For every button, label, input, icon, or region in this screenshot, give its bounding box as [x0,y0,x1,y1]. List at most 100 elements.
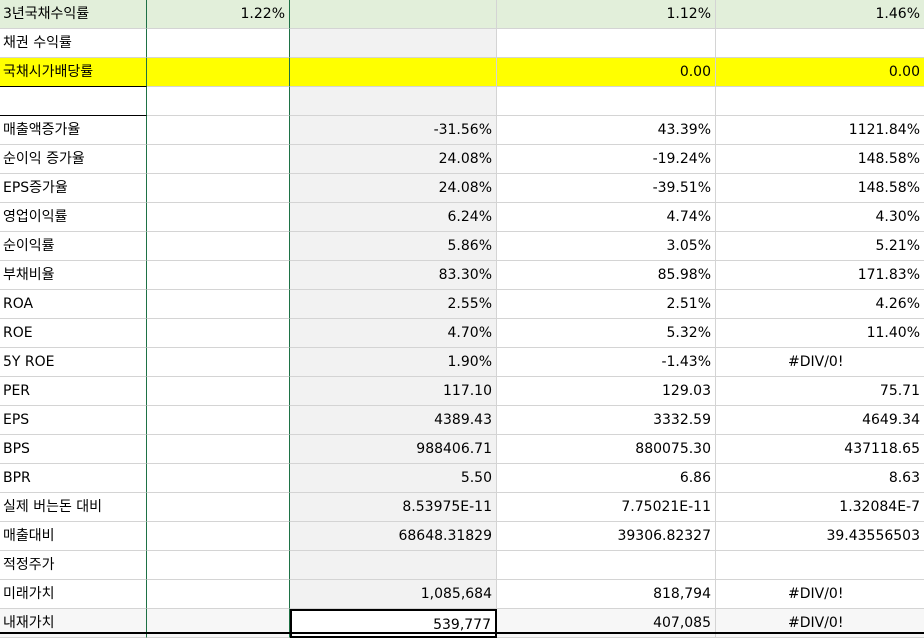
value-cell[interactable]: -19.24% [497,145,716,174]
value-cell[interactable]: 1.12% [497,0,716,29]
value-cell[interactable]: -31.56% [290,116,497,145]
value-cell[interactable] [147,145,290,174]
value-cell[interactable] [147,174,290,203]
value-cell[interactable]: 818,794 [497,580,716,609]
row-label-cell[interactable]: BPR [0,464,147,493]
value-cell[interactable]: 5.86% [290,232,497,261]
value-cell[interactable] [147,551,290,580]
value-cell[interactable]: 1.46% [716,0,924,29]
row-label-cell[interactable]: EPS [0,406,147,435]
value-cell[interactable]: 2.51% [497,290,716,319]
value-cell[interactable]: 0.00 [716,58,924,87]
value-cell[interactable]: 5.21% [716,232,924,261]
value-cell[interactable] [716,87,924,116]
value-cell[interactable] [147,261,290,290]
value-cell[interactable] [147,29,290,58]
row-label-cell[interactable]: 실제 버는돈 대비 [0,493,147,522]
row-label-cell[interactable]: 영업이익률 [0,203,147,232]
value-cell[interactable]: 3332.59 [497,406,716,435]
row-label-cell[interactable]: PER [0,377,147,406]
value-cell[interactable] [497,87,716,116]
value-cell[interactable]: 4389.43 [290,406,497,435]
value-cell[interactable] [147,406,290,435]
value-cell[interactable] [497,551,716,580]
value-cell[interactable]: 43.39% [497,116,716,145]
row-label-cell[interactable]: 미래가치 [0,580,147,609]
value-cell[interactable]: 988406.71 [290,435,497,464]
row-label-cell[interactable]: 국채시가배당률 [0,58,147,87]
value-cell[interactable] [290,58,497,87]
value-cell[interactable]: 0.00 [497,58,716,87]
row-label-cell[interactable]: 매출액증가율 [0,116,147,145]
value-cell[interactable] [147,348,290,377]
value-cell[interactable]: -39.51% [497,174,716,203]
value-cell[interactable]: 83.30% [290,261,497,290]
value-cell[interactable]: 148.58% [716,174,924,203]
row-label-cell[interactable]: 부채비율 [0,261,147,290]
value-cell[interactable]: 8.53975E-11 [290,493,497,522]
row-label-cell[interactable]: ROE [0,319,147,348]
value-cell[interactable]: 1.22% [147,0,290,29]
value-cell[interactable] [147,116,290,145]
value-cell[interactable] [147,232,290,261]
value-cell[interactable]: 2.55% [290,290,497,319]
value-cell[interactable]: 85.98% [497,261,716,290]
value-cell[interactable] [497,29,716,58]
value-cell[interactable] [147,464,290,493]
row-label-cell[interactable]: 적정주가 [0,551,147,580]
value-cell[interactable]: 24.08% [290,145,497,174]
value-cell[interactable]: 1.32084E-7 [716,493,924,522]
value-cell[interactable] [147,58,290,87]
row-label-cell[interactable]: ROA [0,290,147,319]
value-cell[interactable]: 4.30% [716,203,924,232]
value-cell[interactable] [147,319,290,348]
value-cell[interactable]: 4.26% [716,290,924,319]
value-cell[interactable] [147,493,290,522]
value-cell[interactable]: 39.43556503 [716,522,924,551]
value-cell[interactable] [716,551,924,580]
row-label-cell[interactable]: BPS [0,435,147,464]
value-cell[interactable]: -1.43% [497,348,716,377]
value-cell[interactable] [290,87,497,116]
value-cell[interactable] [290,551,497,580]
row-label-cell[interactable]: 순이익률 [0,232,147,261]
value-cell[interactable]: 39306.82327 [497,522,716,551]
value-cell[interactable]: 75.71 [716,377,924,406]
value-cell[interactable]: #DIV/0! [716,348,924,377]
value-cell[interactable] [147,522,290,551]
value-cell[interactable] [147,377,290,406]
value-cell[interactable]: #DIV/0! [716,580,924,609]
value-cell[interactable]: 11.40% [716,319,924,348]
value-cell[interactable] [147,435,290,464]
value-cell[interactable]: 171.83% [716,261,924,290]
value-cell[interactable]: 129.03 [497,377,716,406]
value-cell[interactable]: 437118.65 [716,435,924,464]
value-cell[interactable]: 8.63 [716,464,924,493]
value-cell[interactable]: 148.58% [716,145,924,174]
value-cell[interactable] [290,29,497,58]
value-cell[interactable] [290,0,497,29]
row-label-cell[interactable]: 순이익 증가율 [0,145,147,174]
value-cell[interactable] [147,580,290,609]
value-cell[interactable]: 6.86 [497,464,716,493]
row-label-cell[interactable]: 5Y ROE [0,348,147,377]
value-cell[interactable] [147,203,290,232]
value-cell[interactable]: 4.74% [497,203,716,232]
row-label-cell[interactable] [0,87,147,116]
value-cell[interactable] [147,87,290,116]
value-cell[interactable]: 4649.34 [716,406,924,435]
value-cell[interactable]: 1.90% [290,348,497,377]
row-label-cell[interactable]: EPS증가율 [0,174,147,203]
row-label-cell[interactable]: 매출대비 [0,522,147,551]
value-cell[interactable]: 117.10 [290,377,497,406]
value-cell[interactable] [716,29,924,58]
value-cell[interactable]: 5.50 [290,464,497,493]
value-cell[interactable]: 1121.84% [716,116,924,145]
value-cell[interactable]: 1,085,684 [290,580,497,609]
value-cell[interactable]: 24.08% [290,174,497,203]
value-cell[interactable]: 4.70% [290,319,497,348]
row-label-cell[interactable]: 채권 수익률 [0,29,147,58]
value-cell[interactable]: 3.05% [497,232,716,261]
value-cell[interactable]: 7.75021E-11 [497,493,716,522]
value-cell[interactable] [147,290,290,319]
